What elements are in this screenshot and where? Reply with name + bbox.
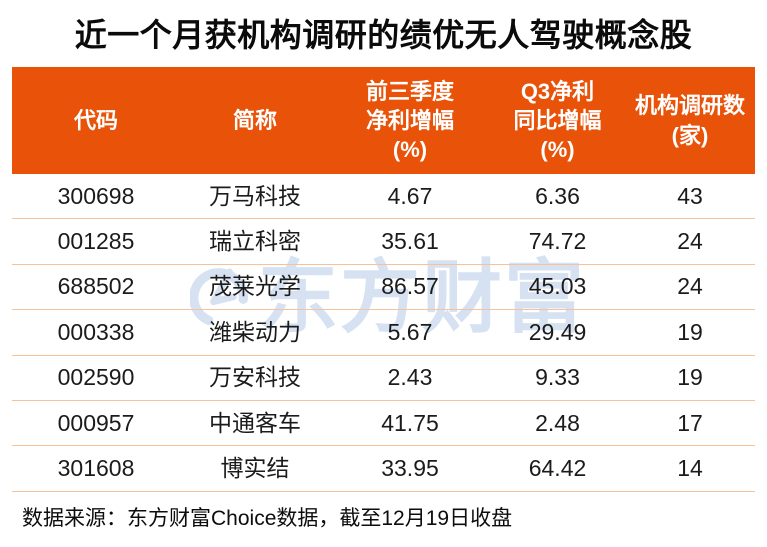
- column-header-first3q-growth: 前三季度 净利增幅 (%): [365, 78, 454, 163]
- stock-table: 代码 简称 前三季度 净利增幅 (%) Q3净利 同比增幅 (%) 机构调研数 …: [12, 67, 755, 492]
- table-row: 000957 中通客车 41.75 2.48 17: [12, 401, 755, 447]
- cell-q3-yoy-growth: 9.33: [535, 364, 580, 391]
- table-row: 301608 博实结 33.95 64.42 14: [12, 446, 755, 492]
- cell-survey-count: 14: [677, 455, 703, 482]
- cell-survey-count: 19: [677, 364, 703, 391]
- cell-survey-count: 19: [677, 318, 703, 345]
- table-row: 688502 茂莱光学 86.57 45.03 24: [12, 265, 755, 311]
- cell-code: 300698: [57, 182, 135, 209]
- table-row: 001285 瑞立科密 35.61 74.72 24: [12, 219, 755, 265]
- cell-q3-yoy-growth: 29.49: [528, 318, 587, 345]
- data-source-note: 数据来源：东方财富Choice数据，截至12月19日收盘: [22, 507, 513, 530]
- cell-first3q-growth: 2.43: [387, 364, 433, 391]
- table-row: 002590 万安科技 2.43 9.33 19: [12, 356, 755, 401]
- cell-q3-yoy-growth: 45.03: [528, 273, 587, 300]
- cell-code: 002590: [57, 364, 135, 391]
- cell-code: 301608: [57, 455, 135, 482]
- cell-survey-count: 24: [677, 273, 703, 300]
- cell-first3q-growth: 4.67: [387, 182, 433, 209]
- cell-name: 茂莱光学: [209, 273, 301, 300]
- table-header-row: 代码 简称 前三季度 净利增幅 (%) Q3净利 同比增幅 (%) 机构调研数 …: [12, 67, 755, 174]
- table-row: 000338 潍柴动力 5.67 29.49 19: [12, 310, 755, 356]
- cell-survey-count: 24: [677, 228, 703, 255]
- cell-first3q-growth: 5.67: [387, 318, 433, 345]
- cell-q3-yoy-growth: 64.42: [528, 455, 587, 482]
- cell-first3q-growth: 33.95: [381, 455, 439, 482]
- cell-code: 000338: [57, 318, 135, 345]
- cell-code: 001285: [57, 228, 135, 255]
- column-header-name: 简称: [232, 107, 277, 133]
- cell-name: 中通客车: [209, 409, 301, 436]
- cell-survey-count: 17: [677, 409, 703, 436]
- cell-code: 000957: [57, 409, 135, 436]
- cell-name: 万安科技: [209, 364, 301, 391]
- cell-name: 瑞立科密: [209, 228, 301, 255]
- cell-name: 潍柴动力: [209, 318, 301, 345]
- cell-q3-yoy-growth: 6.36: [535, 182, 580, 209]
- column-header-q3-yoy-growth: Q3净利 同比增幅 (%): [513, 78, 602, 163]
- cell-first3q-growth: 41.75: [381, 409, 439, 436]
- cell-first3q-growth: 35.61: [381, 228, 439, 255]
- cell-code: 688502: [57, 273, 135, 300]
- column-header-code: 代码: [73, 107, 118, 133]
- cell-q3-yoy-growth: 74.72: [528, 228, 587, 255]
- table-row: 300698 万马科技 4.67 6.36 43: [12, 174, 755, 220]
- cell-survey-count: 43: [677, 182, 703, 209]
- cell-name: 万马科技: [209, 182, 301, 209]
- column-header-survey-count: 机构调研数 (家): [634, 93, 745, 148]
- page-title: 近一个月获机构调研的绩优无人驾驶概念股: [74, 17, 693, 53]
- cell-q3-yoy-growth: 2.48: [535, 409, 580, 436]
- cell-name: 博实结: [220, 455, 290, 482]
- cell-first3q-growth: 86.57: [381, 273, 439, 300]
